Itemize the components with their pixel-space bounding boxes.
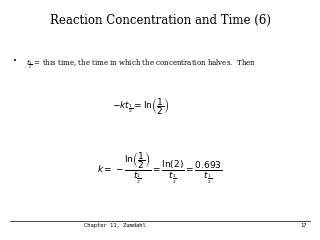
Text: $k = -\dfrac{\ln\!\left(\dfrac{1}{2}\right)}{t_{\frac{1}{2}}} = \dfrac{\ln(2)}{t: $k = -\dfrac{\ln\!\left(\dfrac{1}{2}\rig… — [97, 151, 223, 186]
Text: Reaction Concentration and Time (6): Reaction Concentration and Time (6) — [50, 14, 270, 27]
Text: 17: 17 — [301, 223, 307, 228]
Text: $t_{\frac{1}{2}}$ = this time, the time in which the concentration halves.  Then: $t_{\frac{1}{2}}$ = this time, the time … — [26, 58, 256, 71]
Text: •: • — [13, 58, 17, 64]
Text: $-kt_{\frac{1}{2}} = \ln\!\left(\dfrac{1}{2}\right)$: $-kt_{\frac{1}{2}} = \ln\!\left(\dfrac{1… — [112, 96, 169, 117]
Text: Chapter 11, Zumdahl: Chapter 11, Zumdahl — [84, 223, 146, 228]
